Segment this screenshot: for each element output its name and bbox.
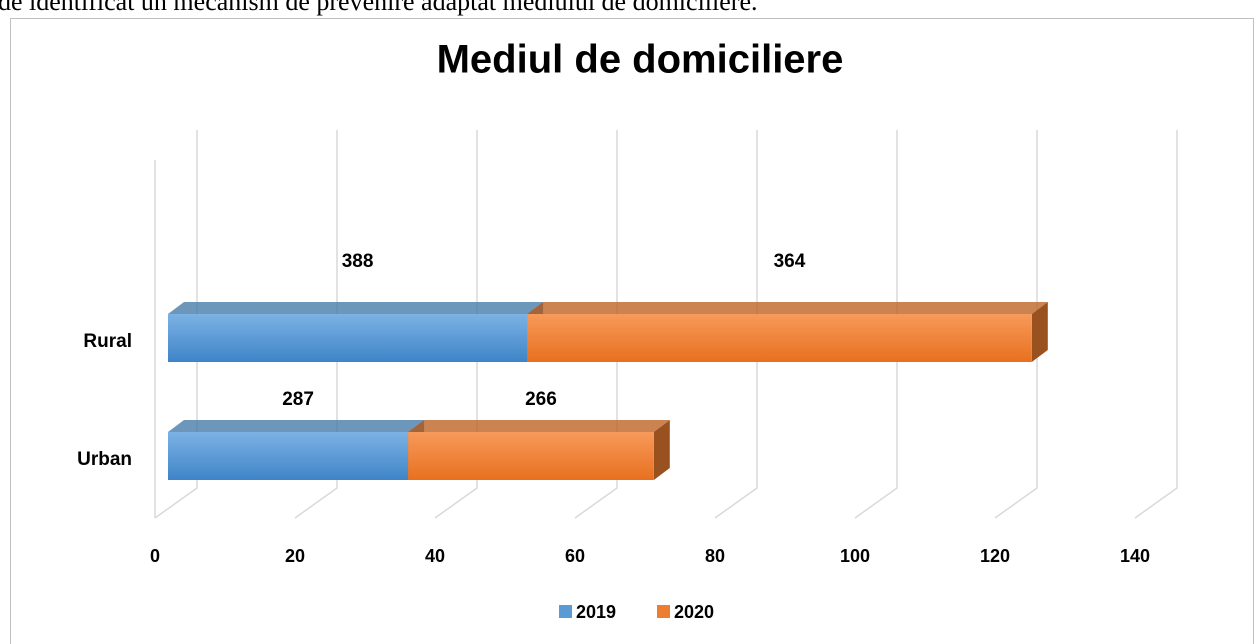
data-label: 287 xyxy=(282,389,314,410)
data-label: 266 xyxy=(525,389,557,410)
bar-top xyxy=(168,302,544,314)
x-tick-label: 100 xyxy=(840,546,870,566)
x-tick-label: 60 xyxy=(565,546,585,566)
bar-front xyxy=(408,432,654,480)
bar xyxy=(168,420,425,480)
x-tick-label: 40 xyxy=(425,546,445,566)
chart-frame xyxy=(10,18,1254,644)
x-tick-label: 120 xyxy=(980,546,1010,566)
bar-front xyxy=(168,432,409,480)
bar-side xyxy=(653,420,670,480)
y-tick-label: Urban xyxy=(77,449,132,470)
grid-line xyxy=(434,130,478,519)
bar-front xyxy=(168,314,528,362)
legend-label: 2020 xyxy=(674,602,714,622)
bar-top xyxy=(408,420,670,432)
data-label: 388 xyxy=(342,251,374,272)
grid-line xyxy=(574,130,618,519)
y-tick-label: Rural xyxy=(83,331,132,352)
x-tick-label: 140 xyxy=(1120,546,1150,566)
grid-line xyxy=(154,130,198,519)
grid-line xyxy=(854,130,898,519)
legend-swatch xyxy=(657,605,670,618)
grid-line xyxy=(1134,130,1178,519)
bar-front xyxy=(527,314,1032,362)
x-tick-label: 80 xyxy=(705,546,725,566)
legend-label: 2019 xyxy=(576,602,616,622)
chart-title: Mediul de domiciliere xyxy=(437,38,844,82)
grid-line xyxy=(294,130,338,519)
bar xyxy=(408,420,670,480)
bar-top xyxy=(527,302,1048,314)
legend-swatch xyxy=(559,605,572,618)
bar xyxy=(168,302,544,362)
bar-top xyxy=(168,420,425,432)
bar-side xyxy=(1031,302,1048,362)
bar xyxy=(527,302,1048,362)
data-label: 364 xyxy=(774,251,806,272)
grid-line xyxy=(714,130,758,519)
x-tick-label: 0 xyxy=(150,546,160,566)
x-tick-label: 20 xyxy=(285,546,305,566)
header-text: de identificat un mecanism de prevenire … xyxy=(0,0,757,16)
grid-line xyxy=(994,130,1038,519)
